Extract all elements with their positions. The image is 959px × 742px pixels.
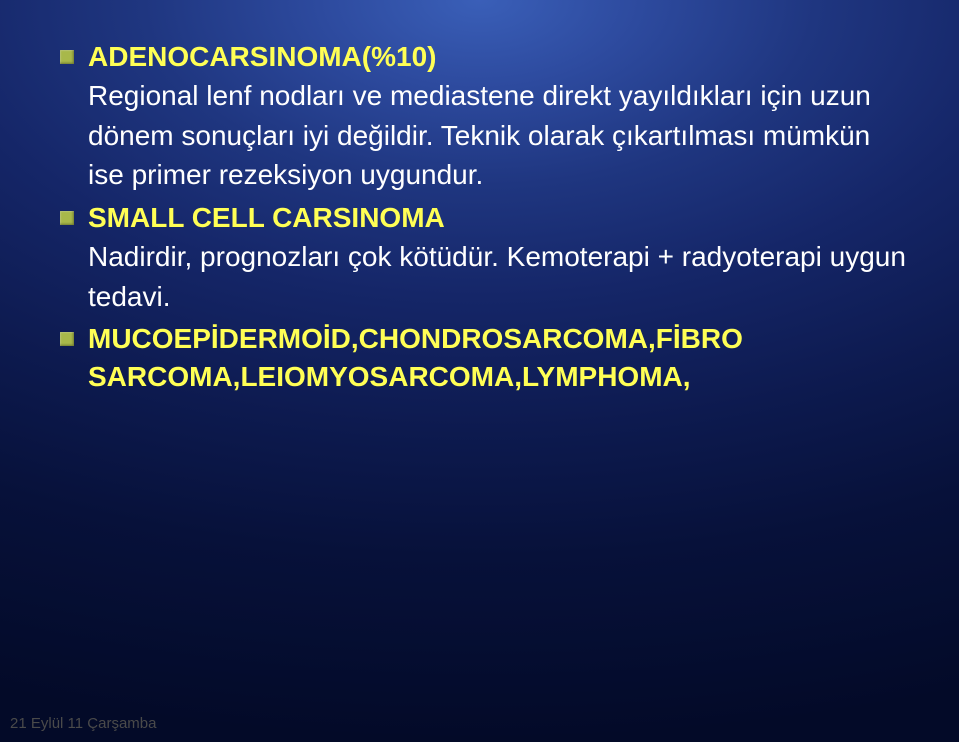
bullet-icon — [60, 211, 74, 225]
bullet-content: ADENOCARSINOMA(%10) Regional lenf nodlar… — [88, 38, 909, 195]
item-heading: ADENOCARSINOMA(%10) — [88, 38, 909, 76]
bullet-row: ADENOCARSINOMA(%10) Regional lenf nodlar… — [60, 38, 909, 195]
bullet-content: SMALL CELL CARSINOMA Nadirdir, prognozla… — [88, 199, 909, 316]
bullet-row: SMALL CELL CARSINOMA Nadirdir, prognozla… — [60, 199, 909, 316]
item-body: Regional lenf nodları ve mediastene dire… — [88, 76, 909, 195]
bullet-icon — [60, 50, 74, 64]
bullet-row: MUCOEPİDERMOİD,CHONDROSARCOMA,FİBRO SARC… — [60, 320, 909, 396]
bullet-content: MUCOEPİDERMOİD,CHONDROSARCOMA,FİBRO SARC… — [88, 320, 909, 396]
item-body: Nadirdir, prognozları çok kötüdür. Kemot… — [88, 237, 909, 317]
item-heading-multiline: MUCOEPİDERMOİD,CHONDROSARCOMA,FİBRO SARC… — [88, 320, 909, 396]
bullet-item-2: SMALL CELL CARSINOMA Nadirdir, prognozla… — [60, 199, 909, 316]
heading-line-1: MUCOEPİDERMOİD,CHONDROSARCOMA,FİBRO — [88, 320, 909, 358]
item-heading: SMALL CELL CARSINOMA — [88, 199, 909, 237]
footer-date: 21 Eylül 11 Çarşamba — [10, 715, 156, 732]
bullet-icon — [60, 332, 74, 346]
bullet-item-3: MUCOEPİDERMOİD,CHONDROSARCOMA,FİBRO SARC… — [60, 320, 909, 396]
heading-line-2: SARCOMA,LEIOMYOSARCOMA,LYMPHOMA, — [88, 358, 909, 396]
bullet-item-1: ADENOCARSINOMA(%10) Regional lenf nodlar… — [60, 38, 909, 195]
slide-container: ADENOCARSINOMA(%10) Regional lenf nodlar… — [0, 0, 959, 742]
